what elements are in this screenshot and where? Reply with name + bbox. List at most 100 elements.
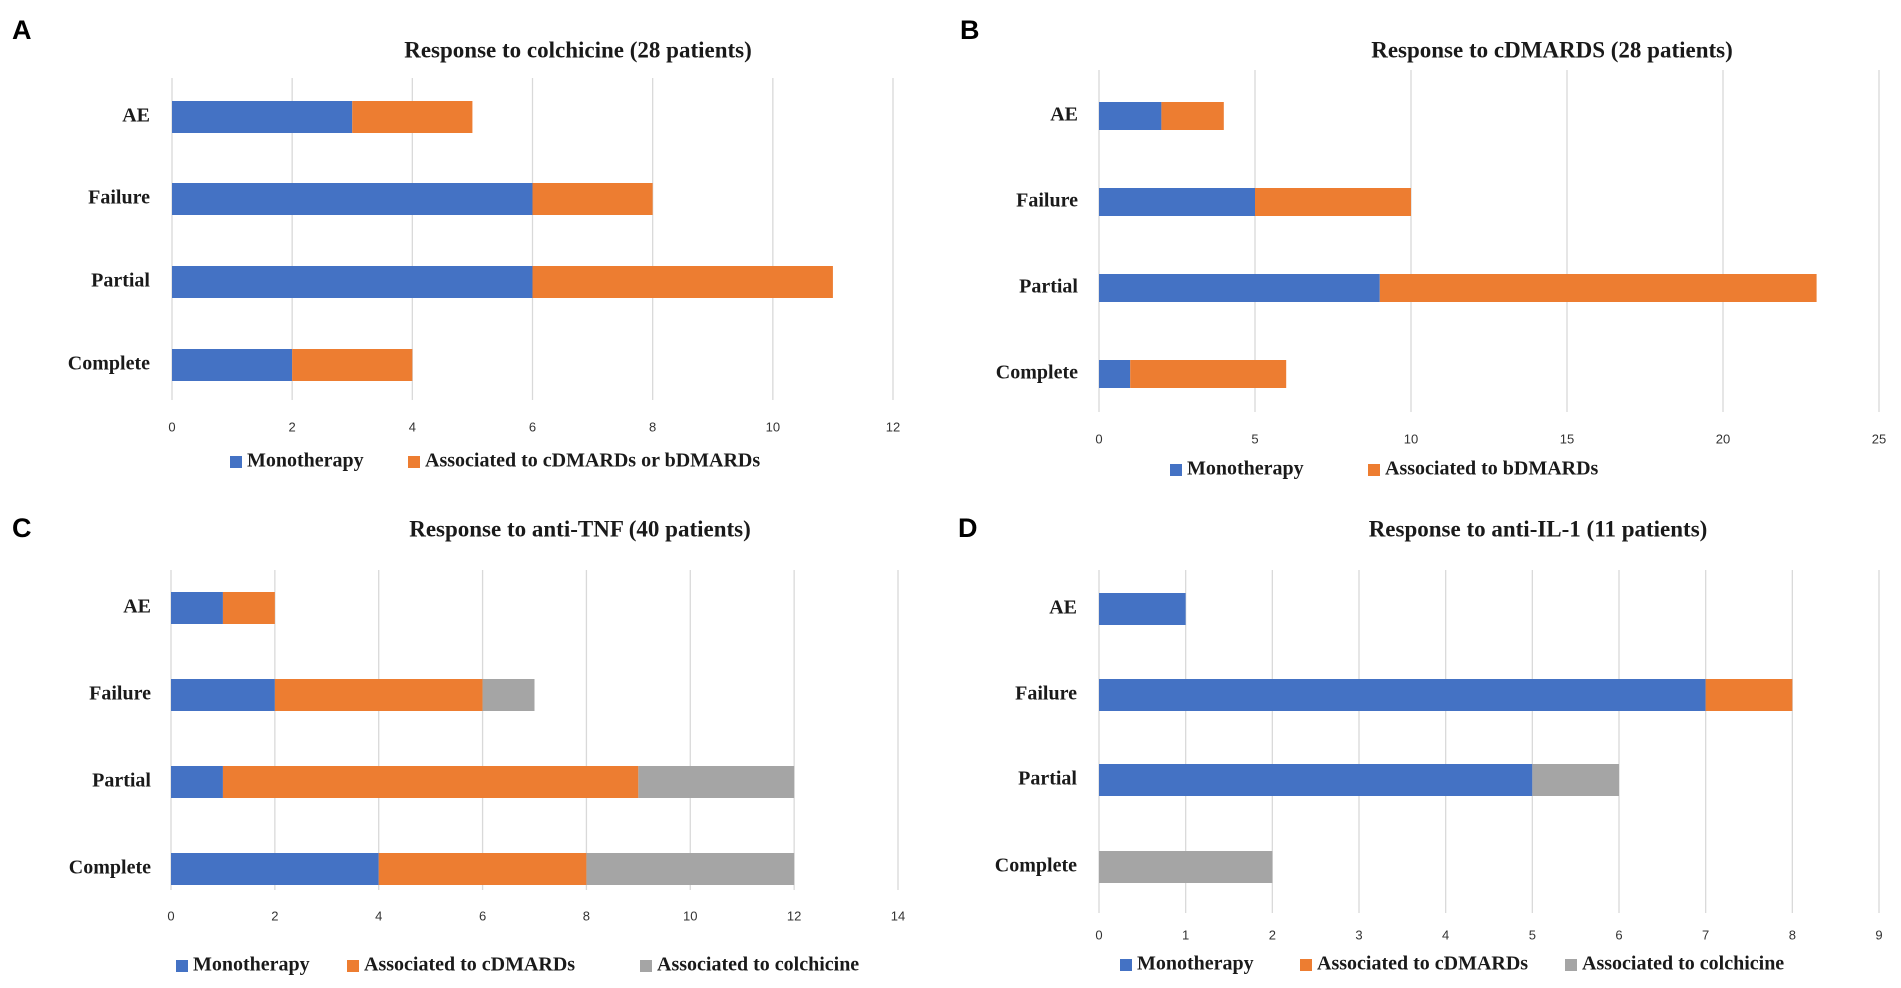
category-label: AE	[122, 105, 150, 127]
chart-title: Response to anti-TNF (40 patients)	[409, 516, 751, 541]
legend-swatch	[1300, 959, 1312, 971]
legend-label: Associated to colchicine	[1582, 953, 1784, 975]
legend-swatch	[640, 960, 652, 972]
bar-partial-series-3	[1532, 764, 1619, 796]
bar-failure-series-2	[1255, 188, 1411, 216]
x-tick-label: 0	[1095, 431, 1102, 446]
x-tick-label: 0	[1095, 927, 1102, 942]
bar-ae-series-1	[172, 101, 353, 133]
x-tick-label: 2	[271, 908, 278, 923]
legend-swatch	[230, 456, 242, 468]
x-tick-label: 3	[1355, 927, 1362, 942]
chart-title: Response to colchicine (28 patients)	[404, 37, 752, 62]
bar-partial-series-1	[172, 266, 533, 298]
bar-ae-series-2	[222, 592, 275, 624]
bar-failure-series-3	[482, 679, 535, 711]
bar-failure-series-1	[172, 183, 533, 215]
legend-swatch	[1120, 959, 1132, 971]
bar-complete-series-1	[172, 349, 293, 381]
bar-failure-series-1	[171, 679, 275, 711]
x-tick-label: 5	[1251, 431, 1258, 446]
x-tick-label: 2	[1269, 927, 1276, 942]
category-label: Partial	[1018, 768, 1077, 790]
bar-failure-series-2	[1705, 679, 1793, 711]
bar-failure-series-2	[274, 679, 483, 711]
x-tick-label: 14	[891, 908, 905, 923]
bar-complete-series-1	[1099, 360, 1131, 388]
x-tick-label: 10	[683, 908, 697, 923]
category-label: AE	[123, 596, 151, 618]
x-tick-label: 12	[787, 908, 801, 923]
legend-label: Associated to bDMARDs	[1385, 458, 1599, 480]
x-tick-label: 5	[1529, 927, 1536, 942]
x-tick-label: 6	[1615, 927, 1622, 942]
x-tick-label: 12	[886, 419, 900, 434]
category-label: Failure	[1015, 683, 1077, 705]
bar-complete-series-2	[1130, 360, 1287, 388]
legend-swatch	[1565, 959, 1577, 971]
bar-complete-series-2	[292, 349, 413, 381]
x-tick-label: 0	[168, 419, 175, 434]
x-tick-label: 10	[1404, 431, 1418, 446]
x-tick-label: 0	[167, 908, 174, 923]
bar-complete-series-3	[1099, 851, 1273, 883]
category-label: AE	[1050, 104, 1078, 126]
x-tick-label: 25	[1872, 431, 1886, 446]
bar-failure-series-2	[532, 183, 653, 215]
x-tick-label: 8	[649, 419, 656, 434]
panel-letter: D	[958, 513, 978, 543]
bar-partial-series-1	[171, 766, 223, 798]
bar-complete-series-2	[378, 853, 587, 885]
category-label: Complete	[995, 855, 1077, 877]
chart-title: Response to cDMARDS (28 patients)	[1371, 37, 1733, 62]
bar-complete-series-1	[171, 853, 379, 885]
x-tick-label: 6	[479, 908, 486, 923]
legend-swatch	[408, 456, 420, 468]
panel-c: C Response to anti-TNF (40 patients) 0 2 4 6 8…	[12, 513, 905, 975]
x-tick-label: 15	[1560, 431, 1574, 446]
legend-label: Monotherapy	[1187, 458, 1304, 480]
x-tick-label: 8	[1789, 927, 1796, 942]
legend-label: Associated to colchicine	[657, 954, 859, 976]
legend-swatch	[347, 960, 359, 972]
x-tick-label: 10	[766, 419, 780, 434]
x-tick-label: 4	[409, 419, 416, 434]
bar-ae-series-1	[171, 592, 223, 624]
category-label: AE	[1049, 597, 1077, 619]
legend-label: Associated to cDMARDs	[364, 954, 575, 976]
panel-b: B Response to cDMARDS (28 patients) 0 5 10 15…	[960, 15, 1886, 479]
chart-title: Response to anti-IL-1 (11 patients)	[1369, 516, 1708, 541]
x-tick-label: 9	[1875, 927, 1882, 942]
bar-partial-series-2	[532, 266, 833, 298]
bar-partial-series-1	[1099, 274, 1380, 302]
panel-d: D Response to anti-IL-1 (11 patients) 0 1 2 3…	[958, 513, 1883, 974]
category-label: Failure	[89, 683, 151, 705]
category-label: Failure	[1016, 190, 1078, 212]
category-label: Failure	[88, 187, 150, 209]
bar-partial-series-2	[222, 766, 639, 798]
legend-label: Monotherapy	[1137, 953, 1254, 975]
category-label: Complete	[996, 362, 1078, 384]
x-tick-label: 1	[1182, 927, 1189, 942]
bar-failure-series-1	[1099, 188, 1255, 216]
category-label: Partial	[1019, 276, 1078, 298]
bar-ae-series-1	[1099, 102, 1162, 130]
x-tick-label: 8	[583, 908, 590, 923]
category-label: Partial	[92, 770, 151, 792]
legend-label: Associated to cDMARDs	[1317, 953, 1528, 975]
legend-label: Monotherapy	[193, 954, 310, 976]
bar-failure-series-1	[1099, 679, 1706, 711]
bar-ae-series-2	[1161, 102, 1224, 130]
category-label: Complete	[69, 857, 151, 879]
legend-swatch	[1170, 464, 1182, 476]
x-tick-label: 2	[289, 419, 296, 434]
legend-label: Monotherapy	[247, 450, 364, 472]
x-tick-label: 6	[529, 419, 536, 434]
category-label: Partial	[91, 270, 150, 292]
legend-swatch	[176, 960, 188, 972]
bar-ae-series-1	[1099, 593, 1186, 625]
x-tick-label: 4	[375, 908, 382, 923]
x-tick-label: 20	[1716, 431, 1730, 446]
x-tick-label: 4	[1442, 927, 1449, 942]
